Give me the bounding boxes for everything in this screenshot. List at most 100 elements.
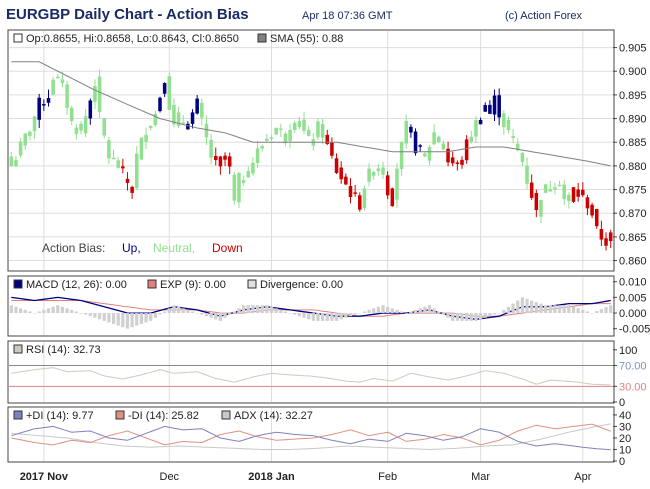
divergence-bar — [37, 311, 41, 314]
divergence-bar — [79, 313, 83, 314]
divergence-bar — [372, 308, 376, 314]
bias-down: Down — [212, 241, 243, 255]
minus-di-line — [11, 423, 611, 446]
price-bar — [525, 165, 529, 184]
price-bar — [255, 148, 260, 163]
indicator-tick-label: -0.005 — [619, 324, 650, 336]
indicator-tick-label: 0 — [619, 456, 625, 468]
divergence-bar — [539, 303, 543, 314]
price-tick-label: 0.860 — [619, 256, 647, 268]
divergence-bar — [562, 305, 566, 314]
divergence-bar — [195, 313, 199, 314]
price-bar — [427, 147, 432, 161]
divergence-bar — [107, 313, 111, 323]
divergence-bar — [609, 305, 613, 314]
price-bar — [320, 124, 325, 138]
price-bar — [135, 153, 139, 189]
divergence-bar — [381, 305, 385, 314]
price-bar — [557, 184, 562, 187]
price-bar — [413, 131, 418, 154]
price-bar — [46, 98, 51, 103]
indicator-tick-label: 0.005 — [619, 292, 647, 304]
price-bar — [529, 182, 534, 198]
divergence-bar — [386, 306, 390, 314]
divergence-bar — [163, 311, 167, 314]
price-tick-label: 0.885 — [619, 137, 647, 149]
divergence-bar — [60, 306, 65, 314]
price-bar — [102, 118, 107, 136]
divergence-bar — [460, 313, 464, 321]
price-bar — [488, 104, 492, 114]
divergence-bar — [590, 313, 594, 314]
price-bar — [339, 167, 343, 180]
price-bar — [181, 122, 185, 125]
divergence-bar — [288, 313, 292, 314]
rsi-panel — [7, 340, 615, 404]
price-bar — [418, 145, 422, 147]
price-bar — [232, 174, 237, 201]
ohlc-legend: Op:0.8655, Hi:0.8658, Lo:0.8643, Cl:0.86… — [26, 33, 239, 45]
divergence-bar — [135, 313, 139, 326]
price-bar — [344, 176, 348, 185]
time-tick-label: Apr — [574, 471, 591, 483]
divergence-bar — [14, 306, 18, 314]
divergence-bar — [478, 313, 483, 320]
price-tick-label: 0.895 — [619, 90, 647, 102]
divergence-bar — [223, 313, 227, 318]
divergence-bar — [353, 313, 357, 315]
divergence-bar — [232, 311, 236, 314]
time-tick-label: Mar — [471, 471, 490, 483]
indicator-tick-label: 30 — [619, 421, 631, 433]
price-bar — [325, 134, 330, 145]
adx-legend-swatch — [221, 410, 231, 420]
indicator-tick-label: 40 — [619, 410, 631, 422]
divergence-bar — [511, 303, 515, 314]
divergence-bar — [474, 313, 478, 321]
divergence-bar — [84, 313, 88, 315]
chart-title: EURGBP Daily Chart - Action Bias — [6, 6, 249, 23]
divergence-bar — [102, 313, 106, 321]
divergence-bar — [255, 305, 260, 314]
price-bar — [423, 153, 427, 157]
divergence-bar — [65, 308, 69, 314]
divergence-bar — [604, 307, 608, 314]
divergence-bar — [265, 305, 269, 314]
divergence-bar — [18, 308, 23, 314]
adx-line — [11, 423, 611, 451]
price-bar — [79, 123, 83, 131]
price-bar — [455, 162, 460, 164]
price-bar — [330, 142, 334, 156]
price-bar — [469, 136, 474, 142]
price-bar — [162, 83, 167, 94]
price-bar — [200, 102, 204, 118]
price-bar — [446, 148, 450, 163]
divergence-bar — [130, 313, 134, 328]
price-bar — [460, 159, 464, 165]
price-bar — [274, 127, 278, 135]
divergence-bar — [441, 313, 446, 315]
divergence-bar — [97, 313, 102, 320]
price-bar — [37, 97, 41, 120]
divergence-bar — [520, 297, 525, 314]
price-bar — [107, 140, 111, 159]
price-bar — [69, 107, 74, 122]
divergence-bar — [218, 313, 223, 321]
macd-line — [11, 296, 611, 320]
divergence-bar — [176, 306, 181, 314]
divergence-bar — [455, 313, 459, 321]
indicator-tick-label: 100 — [619, 345, 637, 357]
price-bar — [515, 143, 520, 151]
rsi-legend: RSI (14): 32.73 — [26, 344, 101, 356]
price-bar — [474, 120, 478, 137]
divergence-bar — [502, 309, 506, 314]
divergence-bar — [204, 313, 209, 317]
adx-legend: ADX (14): 32.27 — [234, 410, 313, 422]
price-bar — [23, 133, 28, 146]
price-bar — [390, 188, 395, 207]
price-bar — [520, 152, 525, 162]
price-bar — [227, 156, 232, 167]
price-bar — [148, 125, 153, 129]
price-bar — [241, 180, 246, 183]
divergence-bar — [209, 313, 213, 318]
divergence-bar — [158, 313, 162, 315]
